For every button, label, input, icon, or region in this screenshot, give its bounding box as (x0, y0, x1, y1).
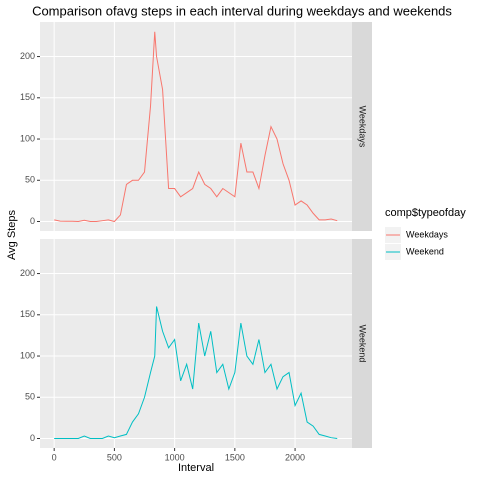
y-axis-label: Avg Steps (6, 210, 18, 260)
y-tick-label: 100 (20, 133, 35, 143)
y-tick-label: 100 (20, 350, 35, 360)
legend-label: Weekend (406, 246, 444, 256)
facet-strip (352, 22, 372, 231)
chart-title: Comparison ofavg steps in each interval … (32, 3, 452, 18)
y-tick-label: 150 (20, 92, 35, 102)
y-tick-label: 50 (25, 175, 35, 185)
y-tick-label: 200 (20, 268, 35, 278)
legend-label: Weekdays (406, 229, 448, 239)
facet-label: Weekdays (358, 106, 368, 148)
y-tick-label: 0 (30, 433, 35, 443)
x-tick-label: 2000 (285, 452, 305, 462)
x-tick-label: 1000 (165, 452, 185, 462)
data-line (54, 31, 338, 223)
x-axis-label: Interval (178, 462, 214, 474)
legend-title: comp$typeofday (385, 207, 466, 219)
panel-background (40, 239, 352, 448)
x-tick-label: 0 (52, 452, 57, 462)
panel-background (40, 22, 352, 231)
y-tick-label: 150 (20, 309, 35, 319)
y-tick-label: 50 (25, 392, 35, 402)
y-tick-label: 200 (20, 51, 35, 61)
x-tick-label: 500 (107, 452, 122, 462)
facet-label: Weekend (358, 325, 368, 363)
x-tick-label: 1500 (225, 452, 245, 462)
data-line (54, 306, 338, 440)
y-tick-label: 0 (30, 216, 35, 226)
facet-strip (352, 239, 372, 448)
